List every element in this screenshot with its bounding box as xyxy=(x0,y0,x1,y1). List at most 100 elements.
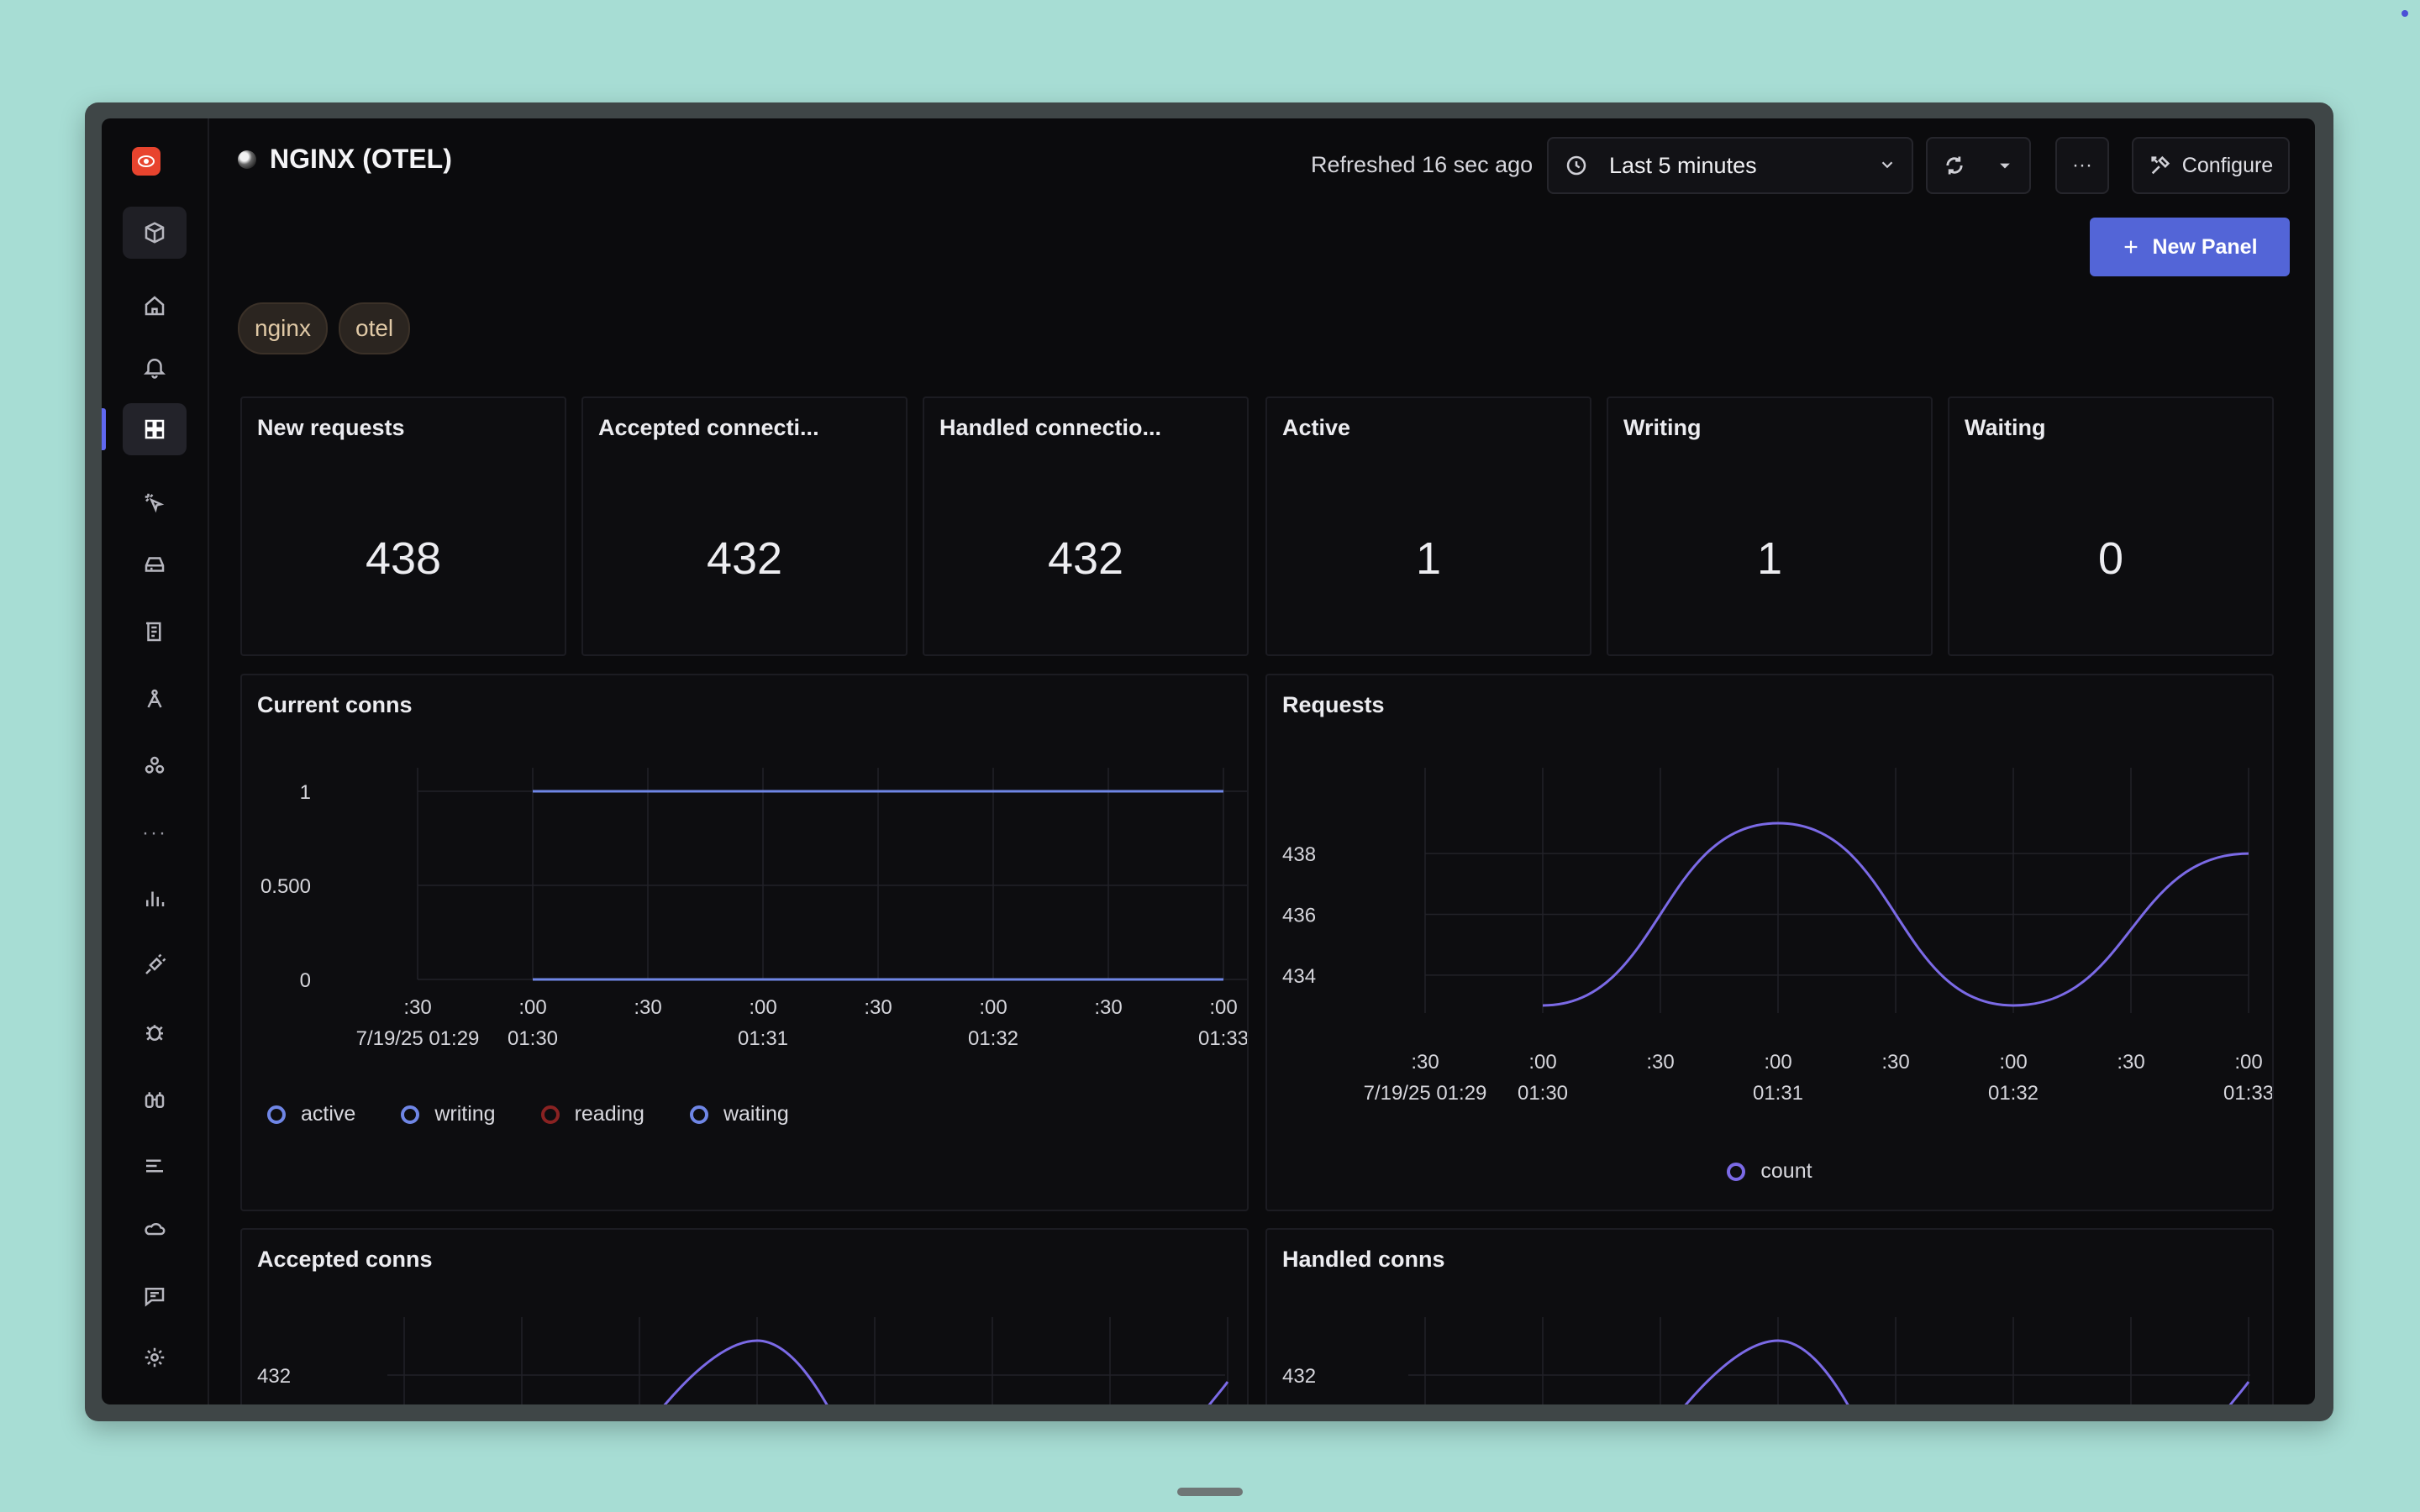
stat-panel-accepted-connections[interactable]: Accepted connecti... 432 xyxy=(581,396,908,656)
chart-panel-handled-conns[interactable]: Handled conns 432 xyxy=(1265,1228,2274,1404)
chart-panel-accepted-conns[interactable]: Accepted conns 432 xyxy=(240,1228,1249,1404)
refresh-icon xyxy=(1946,156,1963,175)
caret-down-icon xyxy=(2000,163,2010,169)
new-panel-label: New Panel xyxy=(2152,234,2258,259)
legend-item-reading[interactable]: reading xyxy=(540,1102,644,1126)
panel-title: Writing xyxy=(1623,415,1702,440)
configure-button[interactable]: Configure xyxy=(2132,137,2290,194)
legend-item-count[interactable]: count xyxy=(1727,1159,1812,1184)
configure-tools-icon xyxy=(2151,155,2170,175)
more-options-button[interactable]: ··· xyxy=(2055,137,2109,194)
accepted-conns-chart: 432 xyxy=(257,1317,1229,1404)
alerts-icon[interactable] xyxy=(123,341,187,393)
refresh-interval-dropdown[interactable] xyxy=(1981,137,2031,194)
panel-title: Handled conns xyxy=(1282,1247,1445,1272)
legend-label: active xyxy=(301,1102,356,1126)
new-panel-button[interactable]: New Panel xyxy=(2090,218,2290,276)
x-tick-label: :00 xyxy=(2234,1051,2262,1074)
stat-value: 432 xyxy=(1047,533,1124,584)
stat-panel-active[interactable]: Active 1 xyxy=(1265,396,1591,656)
chart-panel-current-conns[interactable]: Current conns 1 0.500 0:30 7/19/25 01:29:00… xyxy=(240,674,1249,1211)
y-tick-label: 432 xyxy=(257,1365,291,1388)
x-tick-date-label: 01:33 xyxy=(1198,1027,1247,1050)
legend-label: writing xyxy=(434,1102,496,1126)
stat-panel-writing[interactable]: Writing 1 xyxy=(1607,396,1933,656)
home-icon[interactable] xyxy=(123,280,187,332)
stat-panel-new-requests[interactable]: New requests 438 xyxy=(240,396,566,656)
x-tick-label: :30 xyxy=(403,996,431,1019)
y-tick-label: 438 xyxy=(1282,843,1316,866)
x-tick-date-label: 01:33 xyxy=(2223,1082,2272,1105)
x-tick-date-label: 01:32 xyxy=(968,1027,1018,1050)
legend-item-writing[interactable]: writing xyxy=(401,1102,496,1126)
series-line-count xyxy=(1542,822,2249,1007)
y-tick-label: 436 xyxy=(1282,905,1316,927)
stat-value: 1 xyxy=(1415,533,1442,584)
panel-title: Active xyxy=(1282,415,1351,440)
logs-icon[interactable] xyxy=(123,606,187,658)
box-icon[interactable] xyxy=(123,207,187,259)
apm-icon[interactable] xyxy=(123,673,187,725)
x-tick-label: :00 xyxy=(979,996,1007,1019)
x-tick-label: :30 xyxy=(1646,1051,1674,1074)
refreshed-status: Refreshed 16 sec ago xyxy=(1311,152,1534,177)
services-icon[interactable] xyxy=(123,740,187,792)
more-icon[interactable]: ··· xyxy=(123,807,187,859)
panel-title: Handled connectio... xyxy=(939,415,1162,440)
x-tick-date-label: 01:30 xyxy=(1518,1082,1568,1105)
panel-title: Waiting xyxy=(1965,415,2046,440)
time-range-select[interactable]: Last 5 minutes xyxy=(1547,137,1913,194)
legend-label: count xyxy=(1760,1159,1812,1183)
legend-dot xyxy=(540,1105,560,1124)
chart-panel-requests[interactable]: Requests 438 436 434:30 7/19/25 01:29:00 01:… xyxy=(1265,674,2274,1211)
x-tick-date-label: 01:30 xyxy=(508,1027,558,1050)
pipelines-icon[interactable] xyxy=(123,1140,187,1192)
metrics-icon[interactable] xyxy=(123,872,187,924)
settings-icon[interactable] xyxy=(123,1331,187,1383)
x-tick-label: :00 xyxy=(749,996,776,1019)
app-screen: ··· NGINX (OTEL) Refreshed 16 sec ago La… xyxy=(102,118,2315,1404)
x-tick-label: :00 xyxy=(1999,1051,2027,1074)
x-tick-date-label: 7/19/25 01:29 xyxy=(356,1027,480,1050)
y-tick-label: 0 xyxy=(300,969,311,992)
sidebar-active-indicator xyxy=(102,408,106,450)
stat-panel-waiting[interactable]: Waiting 0 xyxy=(1948,396,2274,656)
series-line xyxy=(663,1339,1229,1404)
legend-label: reading xyxy=(574,1102,644,1126)
tag-nginx[interactable]: nginx xyxy=(238,302,328,354)
y-tick-label: 1 xyxy=(300,781,311,804)
messages-icon[interactable] xyxy=(123,1270,187,1322)
panel-title: Requests xyxy=(1282,692,1385,717)
more-dots: ··· xyxy=(142,822,167,844)
x-tick-label: :00 xyxy=(1528,1051,1556,1074)
x-tick-date-label: 7/19/25 01:29 xyxy=(1364,1082,1487,1105)
clock-icon xyxy=(1566,155,1586,176)
ai-icon[interactable] xyxy=(123,477,187,529)
legend-item-active[interactable]: active xyxy=(267,1102,355,1126)
status-dot xyxy=(2402,10,2408,17)
tag-otel[interactable]: otel xyxy=(339,302,411,354)
sidebar: ··· xyxy=(102,118,209,1404)
cloud-icon[interactable] xyxy=(123,1204,187,1256)
stat-value: 0 xyxy=(2097,533,2124,584)
home-indicator[interactable] xyxy=(1177,1488,1243,1496)
integrations-icon[interactable] xyxy=(123,939,187,991)
dashboards-icon[interactable] xyxy=(123,403,187,455)
legend-item-waiting[interactable]: waiting xyxy=(689,1102,789,1126)
legend-dot xyxy=(401,1105,420,1124)
infra-icon[interactable] xyxy=(123,538,187,591)
more-options-dots: ··· xyxy=(2072,154,2092,176)
app-logo-icon[interactable] xyxy=(132,147,160,176)
explorer-icon[interactable] xyxy=(123,1074,187,1126)
panel-title: Accepted connecti... xyxy=(598,415,819,440)
x-tick-label: :00 xyxy=(1764,1051,1791,1074)
x-tick-date-label: 01:31 xyxy=(738,1027,788,1050)
stat-value: 438 xyxy=(365,533,442,584)
stat-panel-handled-connections[interactable]: Handled connectio... 432 xyxy=(923,396,1249,656)
refresh-button[interactable] xyxy=(1926,137,1983,194)
nginx-logo-icon xyxy=(238,150,256,169)
requests-legend: count xyxy=(1267,1159,2272,1184)
bugs-icon[interactable] xyxy=(123,1006,187,1058)
x-tick-label: :30 xyxy=(864,996,892,1019)
dashboard-title: NGINX (OTEL) xyxy=(270,144,452,174)
